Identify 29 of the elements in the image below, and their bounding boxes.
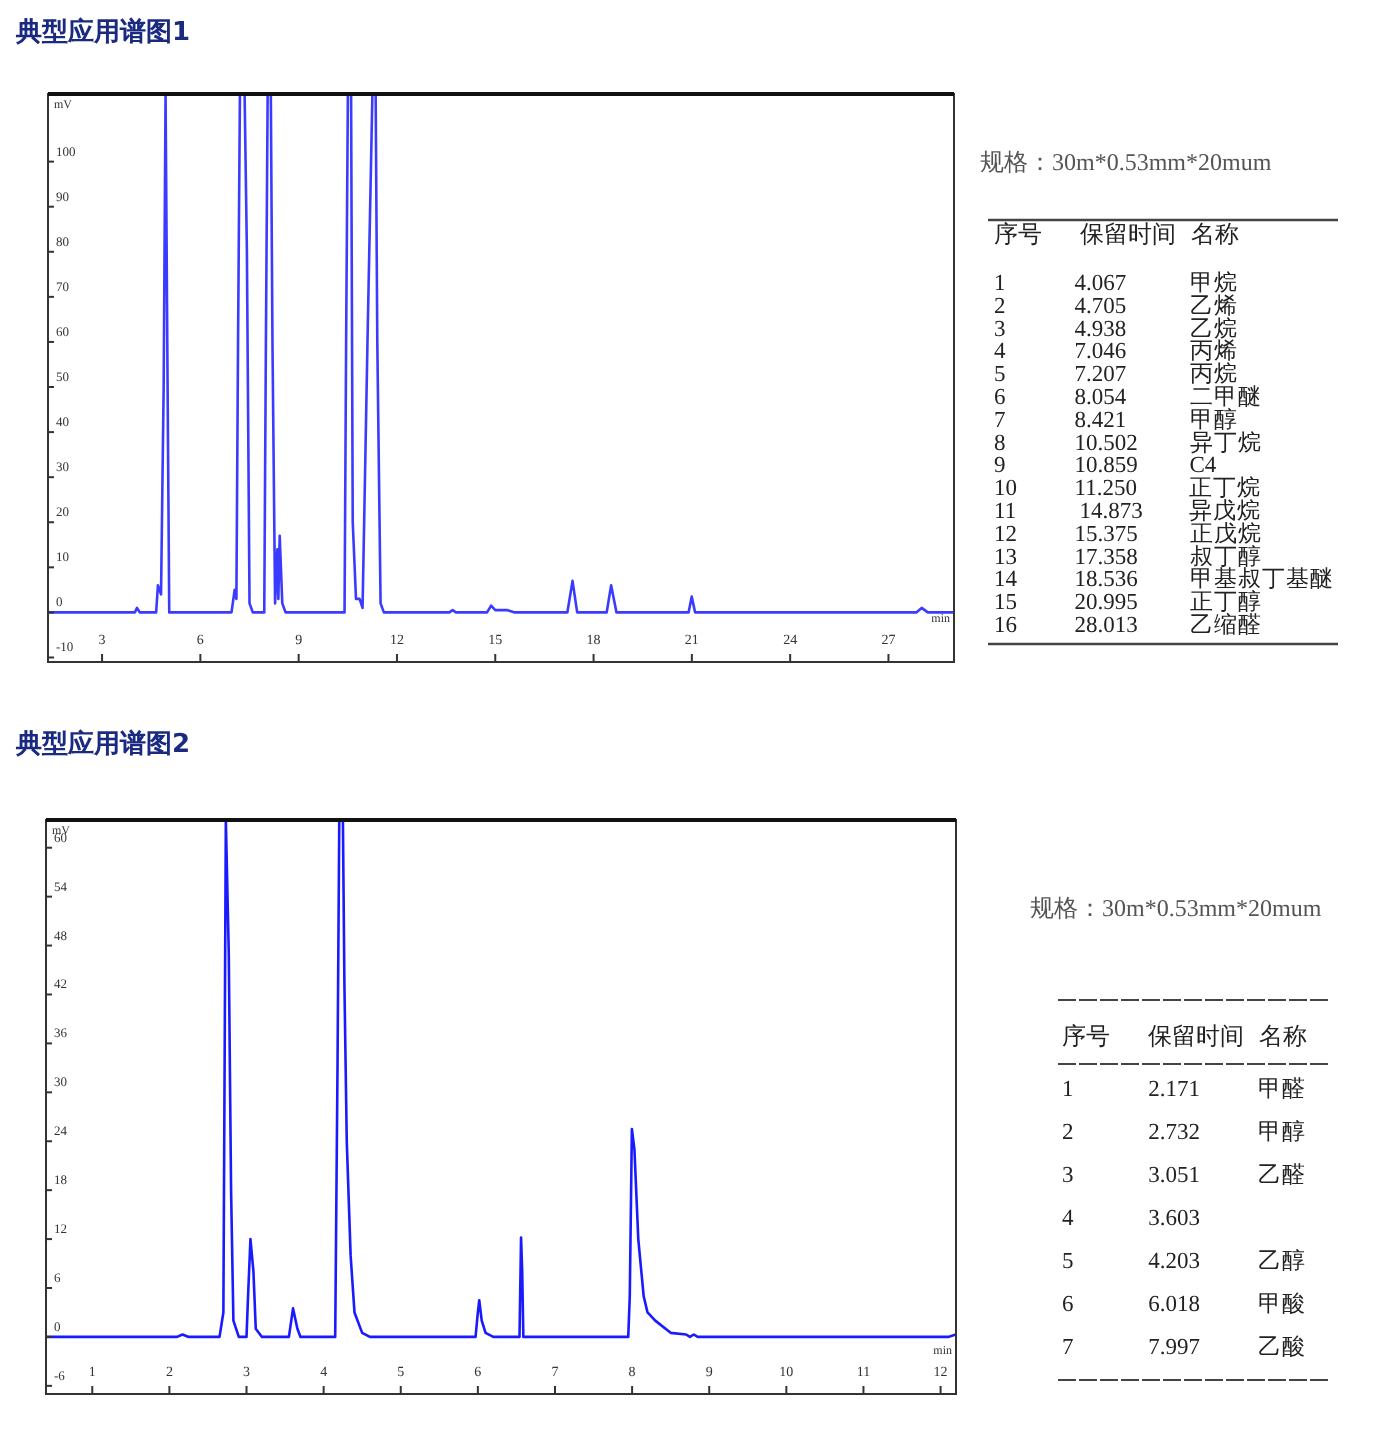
text: 序号 保留时间 名称 [1062,1022,1308,1050]
text: 5 7.207 丙烷 [994,361,1238,388]
text: 16 28.013 乙缩醛 [994,610,1262,638]
text: 3 4.938 乙烷 [994,315,1238,342]
text: 规格：30m*0.53mm*20mum [980,148,1273,176]
text: 13 17.358 叔丁醇 [994,541,1262,570]
text: 15 20.995 正丁醇 [994,587,1262,616]
text: 12 15.375 正戊烷 [994,520,1262,547]
text: 6 8.054 二甲醚 [994,384,1262,410]
text: 2 4.705 乙烯 [994,292,1238,319]
text: 11 14.873 异戊烷 [994,498,1261,524]
text: 8 10.502 异丁烷 [994,429,1262,456]
chart-title: 典型应用谱图2 [14,728,191,760]
text: 14 18.536 甲基叔丁基醚 [994,566,1334,593]
text: 序号 保留时间 名称 [994,220,1240,248]
text: 3 3.051 乙醛 [1062,1162,1306,1188]
text: 9 10.859 C4 [994,454,1217,479]
text: 1 2.171 甲醛 [1062,1076,1306,1102]
text: 7 7.997 乙酸 [1062,1334,1306,1360]
text: 规格：30m*0.53mm*20mum [1030,894,1323,922]
text: 4 3.603 [1062,1207,1201,1231]
text: 6 6.018 甲酸 [1062,1291,1306,1317]
text: 2 2.732 甲醇 [1062,1117,1306,1145]
text: 5 4.203 乙醇 [1062,1246,1306,1274]
text: 10 11.250 正丁烷 [994,475,1261,502]
text: 4 7.046 丙烯 [994,338,1238,365]
chart-title: 典型应用谱图1 [14,16,191,48]
text: 1 4.067 甲烷 [994,270,1238,296]
text: 7 8.421 甲醇 [994,404,1238,433]
